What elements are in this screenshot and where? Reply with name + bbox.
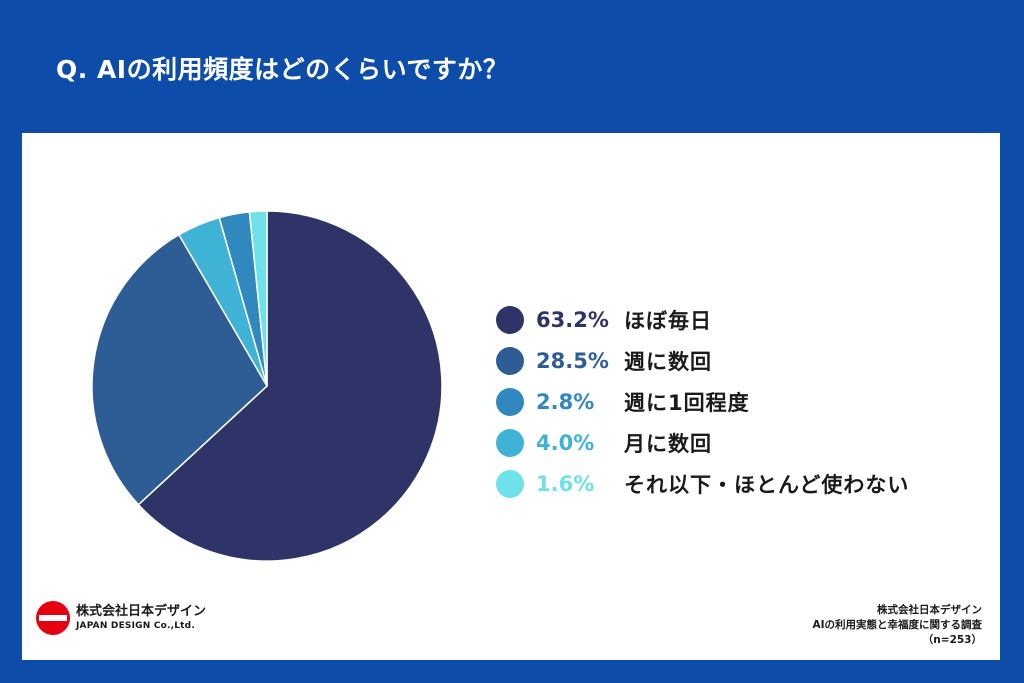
legend-label: 週に1回程度 (624, 390, 750, 415)
legend-percent: 28.5% (536, 348, 609, 373)
page-title: Q. AIの利用頻度はどのくらいですか？ (56, 55, 509, 84)
legend-swatch (496, 346, 524, 375)
legend-label: ほぼ毎日 (624, 308, 712, 333)
legend-swatch (496, 469, 524, 498)
pie-chart (91, 210, 443, 562)
source-survey: AIの利用実態と幸福度に関する調査 (812, 619, 982, 631)
legend-item: 63.2% ほぼ毎日 (496, 299, 909, 340)
logo-english-name: JAPAN DESIGN Co.,Ltd. (76, 620, 195, 631)
company-logo: 株式会社日本デザイン JAPAN DESIGN Co.,Ltd. (36, 601, 206, 635)
legend-swatch (496, 387, 524, 416)
legend-label: 週に数回 (624, 349, 712, 374)
legend-percent: 4.0% (536, 430, 595, 455)
source-note: 株式会社日本デザイン AIの利用実態と幸福度に関する調査 （n=253） (812, 603, 982, 648)
content-panel: 63.2% ほぼ毎日 28.5% 週に数回 2.8% 週に1回程度 4.0% 月に数回 1.6%… (22, 133, 1000, 660)
pie-slice-4 (248, 210, 268, 387)
legend-percent: 63.2% (536, 307, 609, 332)
legend-swatch (496, 428, 524, 457)
logo-japanese-name: 株式会社日本デザイン (76, 603, 207, 619)
legend-item: 2.8% 週に1回程度 (496, 381, 909, 422)
pie-slice-0 (137, 210, 443, 562)
legend-item: 28.5% 週に数回 (496, 340, 909, 381)
pie-slice-1 (91, 233, 268, 506)
source-company: 株式会社日本デザイン (877, 604, 982, 616)
legend-percent: 1.6% (536, 471, 595, 496)
source-sample-size: （n=253） (922, 634, 982, 646)
legend-item: 1.6% それ以下・ほとんど使わない (496, 463, 909, 504)
legend-percent: 2.8% (536, 389, 595, 414)
legend-label: 月に数回 (624, 431, 712, 456)
legend-swatch (496, 305, 524, 334)
chart-legend: 63.2% ほぼ毎日 28.5% 週に数回 2.8% 週に1回程度 4.0% 月に数回 1.6%… (496, 299, 909, 504)
logo-mark-icon (36, 601, 70, 635)
legend-item: 4.0% 月に数回 (496, 422, 909, 463)
legend-label: それ以下・ほとんど使わない (624, 472, 910, 497)
